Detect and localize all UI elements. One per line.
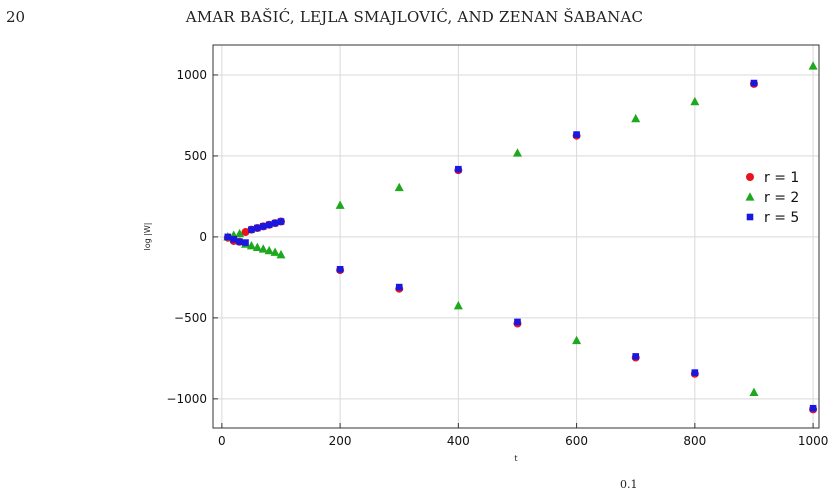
data-point (455, 165, 462, 173)
data-point (809, 404, 817, 412)
legend-marker (745, 192, 755, 201)
data-point (808, 61, 818, 70)
data-point (395, 283, 403, 291)
x-tick-label: 400 (447, 434, 470, 448)
data-point (749, 387, 759, 396)
x-tick-label: 1000 (798, 434, 829, 448)
x-axis-label: t (514, 454, 517, 463)
data-point (252, 242, 262, 252)
axis-ticks: 0 200 400 600 800 1000 −1000 −500 0 500 1000 (166, 68, 828, 448)
data-point (453, 300, 463, 310)
grid-lines (213, 45, 819, 428)
y-tick-label: 1000 (176, 68, 207, 82)
legend-label: r = 2 (764, 190, 799, 206)
data-point (335, 200, 345, 209)
data-point (572, 335, 582, 345)
series-1-points (223, 79, 818, 414)
series-3-points (224, 79, 817, 412)
page-number: 20 (6, 8, 26, 26)
x-tick-label: 0 (218, 434, 226, 448)
data-point (259, 223, 267, 230)
y-tick-label: 0 (199, 230, 207, 244)
legend-label: r = 1 (764, 170, 799, 186)
caption-fragment: 0.1 (620, 478, 638, 491)
legend-marker (746, 173, 754, 181)
data-point (264, 245, 274, 255)
data-point (230, 236, 237, 243)
data-point (336, 265, 344, 273)
data-point (691, 369, 699, 376)
x-tick-label: 800 (683, 434, 706, 448)
data-point (270, 247, 280, 256)
series-2-points (223, 61, 818, 396)
data-point (277, 218, 285, 225)
data-point (265, 221, 273, 229)
data-point (573, 131, 580, 138)
y-axis-label: log |W| (143, 222, 152, 250)
y-tick-label: −500 (174, 311, 207, 325)
x-tick-label: 600 (565, 434, 588, 448)
data-point (631, 113, 641, 123)
y-tick-label: −1000 (166, 392, 207, 406)
data-point (690, 96, 700, 106)
data-point (394, 182, 404, 192)
x-tick-label: 200 (329, 434, 352, 448)
data-point (512, 148, 522, 157)
data-point (235, 228, 245, 238)
data-point (750, 79, 758, 87)
data-point (276, 249, 286, 259)
data-point (246, 241, 256, 250)
data-point (258, 244, 268, 253)
data-point (271, 219, 279, 227)
data-point (632, 353, 640, 360)
data-point (514, 318, 521, 326)
data-point (248, 226, 255, 233)
data-point (224, 233, 232, 241)
y-tick-label: 500 (184, 149, 207, 163)
data-point (254, 224, 261, 232)
legend: r = 1 r = 2 r = 5 (745, 170, 799, 226)
legend-marker (746, 213, 754, 221)
legend-label: r = 5 (764, 210, 799, 226)
running-header: AMAR BAŠIĆ, LEJLA SMAJLOVIĆ, AND ZENAN Š… (185, 8, 644, 26)
data-markers (223, 61, 818, 414)
data-point (236, 238, 243, 246)
data-point (242, 239, 249, 246)
